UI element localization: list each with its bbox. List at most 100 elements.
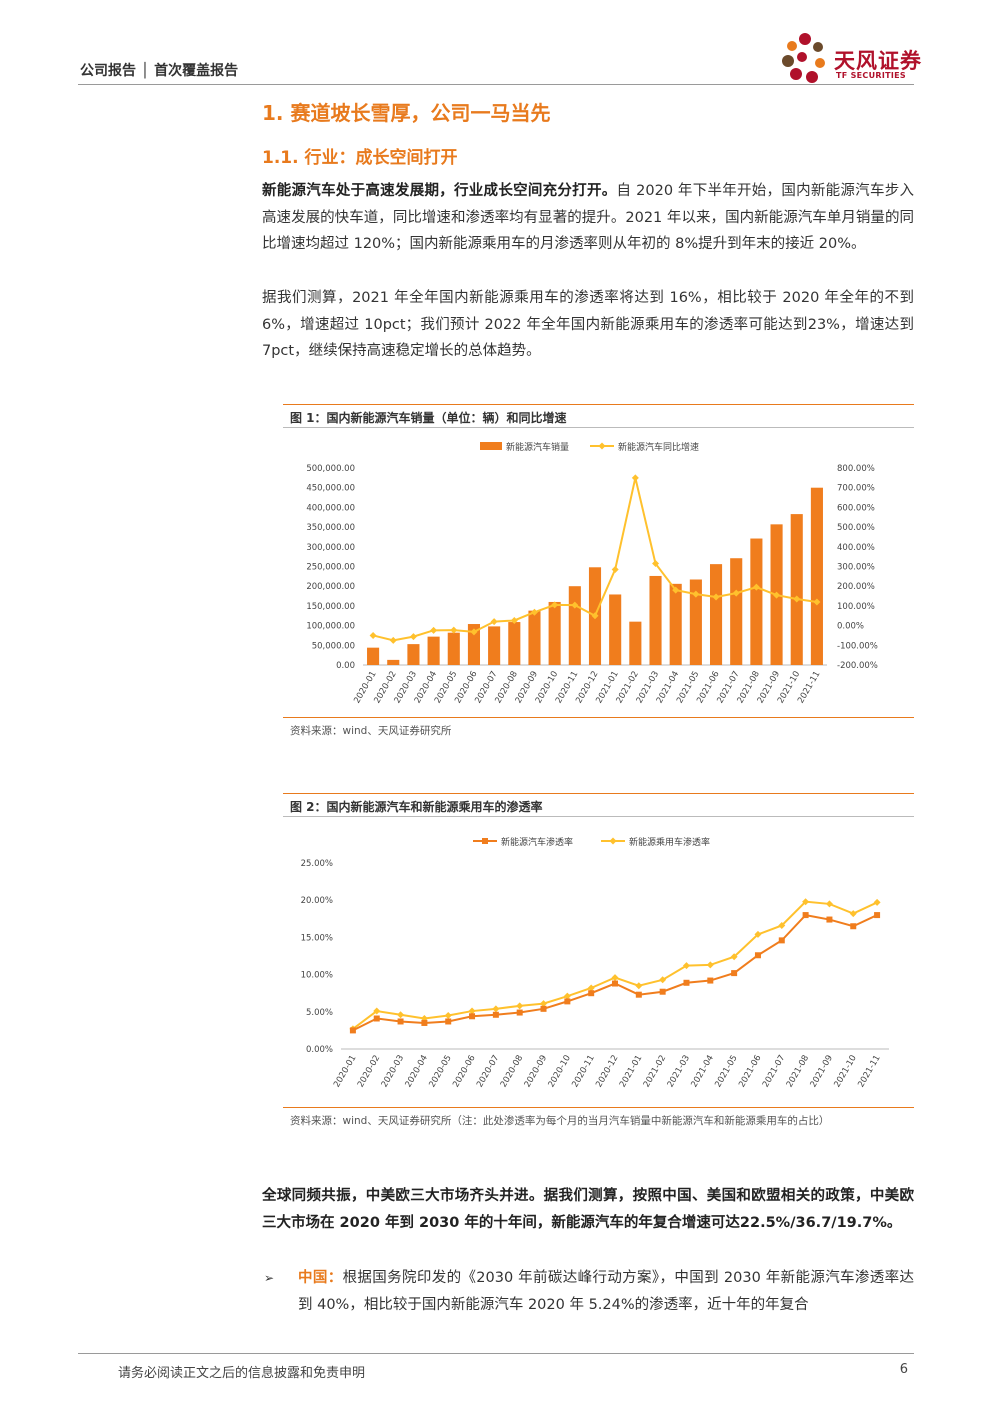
point-nev-2021-11 bbox=[874, 912, 881, 919]
point-nev-passenger-2020-11 bbox=[587, 984, 595, 992]
bar-sales-2021-08 bbox=[750, 538, 763, 665]
y-left-tick-label: 250,000.00 bbox=[306, 563, 355, 573]
bar-sales-2021-02 bbox=[629, 621, 642, 665]
point-nev-2020-12 bbox=[612, 980, 618, 987]
bar-sales-2020-03 bbox=[407, 644, 420, 665]
y-right-tick-label: 200.00% bbox=[837, 582, 875, 592]
point-nev-2020-09 bbox=[540, 1005, 547, 1012]
point-nev-passenger-2021-02 bbox=[659, 976, 667, 984]
point-growth-2020-03 bbox=[409, 633, 417, 641]
point-nev-passenger-2021-07 bbox=[778, 921, 786, 929]
y-left-tick-label: 350,000.00 bbox=[306, 523, 355, 533]
y-tick-label: 10.00% bbox=[301, 971, 333, 981]
point-growth-2021-06 bbox=[712, 593, 720, 601]
legend-label-sales: 新能源汽车销量 bbox=[506, 441, 569, 453]
x-tick-label: 2021-01 bbox=[618, 1054, 644, 1090]
point-growth-2021-02 bbox=[631, 474, 639, 482]
y-right-tick-label: 600.00% bbox=[837, 503, 875, 513]
x-tick-label: 2021-10 bbox=[832, 1054, 858, 1090]
point-growth-2020-12 bbox=[591, 612, 599, 620]
point-nev-2020-11 bbox=[588, 990, 595, 997]
bar-sales-2020-11 bbox=[568, 586, 581, 665]
point-nev-2021-04 bbox=[707, 977, 714, 984]
point-nev-passenger-2020-10 bbox=[563, 992, 571, 1000]
point-nev-passenger-2021-03 bbox=[682, 962, 690, 970]
point-nev-passenger-2020-06 bbox=[468, 1007, 476, 1015]
point-nev-passenger-2020-12 bbox=[611, 974, 619, 982]
point-nev-passenger-2020-07 bbox=[492, 1005, 500, 1013]
x-tick-label: 2021-03 bbox=[666, 1054, 692, 1090]
y-left-tick-label: 400,000.00 bbox=[306, 503, 355, 513]
logo-name: 天风证券 bbox=[834, 49, 922, 73]
bar-sales-2021-03 bbox=[649, 575, 662, 665]
header-divider bbox=[78, 84, 914, 85]
point-nev-2021-05 bbox=[731, 970, 738, 977]
fig2-chart: 新能源汽车渗透率 新能源乘用车渗透率 25.00% 20.00% 15.00% 10.00… bbox=[301, 836, 889, 1090]
point-nev-passenger-2020-09 bbox=[540, 1000, 548, 1008]
y-left-tick-label: 150,000.00 bbox=[306, 602, 355, 612]
paragraph-1-body: 自 2020 年下半年开始，国内新能源汽车步入高速发展的快车道，同比增速和渗透率… bbox=[262, 183, 914, 252]
fig1-bottom-rule bbox=[283, 717, 914, 718]
point-growth-2020-01 bbox=[369, 631, 377, 639]
bar-sales-2020-01 bbox=[367, 647, 380, 665]
bar-sales-2020-02 bbox=[387, 659, 400, 665]
point-growth-2021-09 bbox=[773, 591, 781, 599]
point-nev-passenger-2020-03 bbox=[397, 1011, 405, 1019]
point-nev-2021-06 bbox=[754, 952, 761, 959]
bar-sales-2020-05 bbox=[447, 632, 460, 665]
x-tick-label: 2021-05 bbox=[713, 1054, 739, 1090]
x-tick-label: 2020-05 bbox=[427, 1054, 453, 1090]
paragraph-4-body: 根据国务院印发的《2030 年前碳达峰行动方案》，中国到 2030 年新能源汽车… bbox=[298, 1270, 914, 1313]
footer-divider bbox=[78, 1353, 914, 1354]
point-nev-2020-05 bbox=[445, 1018, 452, 1025]
point-nev-2021-01 bbox=[635, 991, 642, 998]
footer-disclaimer: 请务必阅读正文之后的信息披露和免责申明 bbox=[118, 1366, 366, 1381]
point-nev-2020-10 bbox=[564, 998, 571, 1005]
point-nev-2020-07 bbox=[492, 1011, 499, 1018]
y-left-tick-label: 450,000.00 bbox=[306, 484, 355, 494]
point-nev-2021-10 bbox=[850, 923, 857, 930]
y-tick-label: 20.00% bbox=[301, 896, 333, 906]
point-nev-2020-02 bbox=[373, 1015, 380, 1022]
paragraph-2: 据我们测算，2021 年全年国内新能源乘用车的渗透率将达到 16%，相比较于 2… bbox=[262, 290, 914, 359]
fig1-source: 资料来源：wind、天风证券研究所 bbox=[290, 725, 452, 737]
point-nev-2020-06 bbox=[469, 1013, 476, 1020]
x-tick-label: 2020-08 bbox=[499, 1054, 525, 1090]
point-growth-2020-09 bbox=[530, 608, 538, 616]
point-nev-2021-03 bbox=[683, 979, 690, 986]
bar-sales-2020-06 bbox=[467, 624, 481, 665]
point-growth-2020-08 bbox=[510, 616, 518, 624]
point-growth-2021-04 bbox=[672, 586, 680, 594]
point-growth-2021-07 bbox=[732, 589, 740, 597]
section-heading: 1. 赛道坡长雪厚，公司一马当先 bbox=[262, 101, 551, 125]
line-nev-passenger bbox=[352, 900, 878, 1030]
point-nev-passenger-2021-11 bbox=[873, 898, 881, 906]
report-type-header: 公司报告 │ 首次覆盖报告 bbox=[80, 63, 239, 79]
bar-sales-2021-11 bbox=[810, 487, 823, 665]
point-growth-2020-04 bbox=[430, 626, 438, 634]
legend-label-nev-passenger: 新能源乘用车渗透率 bbox=[629, 836, 710, 848]
fig1-chart: 新能源汽车销量 新能源汽车同比增速 500,000.00 450,000.00 400,… bbox=[306, 441, 878, 705]
y-right-tick-label: -200.00% bbox=[837, 661, 878, 671]
paragraph-4: 中国：根据国务院印发的《2030 年前碳达峰行动方案》，中国到 2030 年新能… bbox=[298, 1265, 914, 1318]
paragraph-3-lead: 全球同频共振，中美欧三大市场齐头并进。据我们测算，按照中国、美国和欧盟相关的政策… bbox=[262, 1188, 914, 1231]
point-nev-passenger-2021-08 bbox=[802, 898, 810, 906]
page-number: 6 bbox=[899, 1362, 908, 1377]
y-left-tick-label: 0.00 bbox=[336, 661, 355, 671]
y-right-tick-label: 500.00% bbox=[837, 523, 875, 533]
legend-label-growth: 新能源汽车同比增速 bbox=[618, 441, 699, 453]
bar-sales-2020-09 bbox=[528, 610, 541, 665]
line-nev bbox=[352, 913, 878, 1032]
subsection-heading: 1.1. 行业：成长空间打开 bbox=[262, 148, 458, 168]
point-nev-2020-08 bbox=[516, 1009, 523, 1016]
x-tick-label: 2020-03 bbox=[380, 1054, 406, 1090]
y-tick-label: 5.00% bbox=[306, 1008, 333, 1018]
bar-sales-2021-10 bbox=[790, 514, 803, 665]
x-tick-label: 2020-06 bbox=[451, 1054, 477, 1090]
y-left-tick-label: 50,000.00 bbox=[312, 641, 355, 651]
point-growth-2021-08 bbox=[752, 583, 760, 591]
y-right-tick-label: 300.00% bbox=[837, 563, 875, 573]
y-tick-label: 25.00% bbox=[301, 859, 333, 869]
y-left-tick-label: 500,000.00 bbox=[306, 464, 355, 474]
y-tick-label: 0.00% bbox=[306, 1045, 333, 1055]
